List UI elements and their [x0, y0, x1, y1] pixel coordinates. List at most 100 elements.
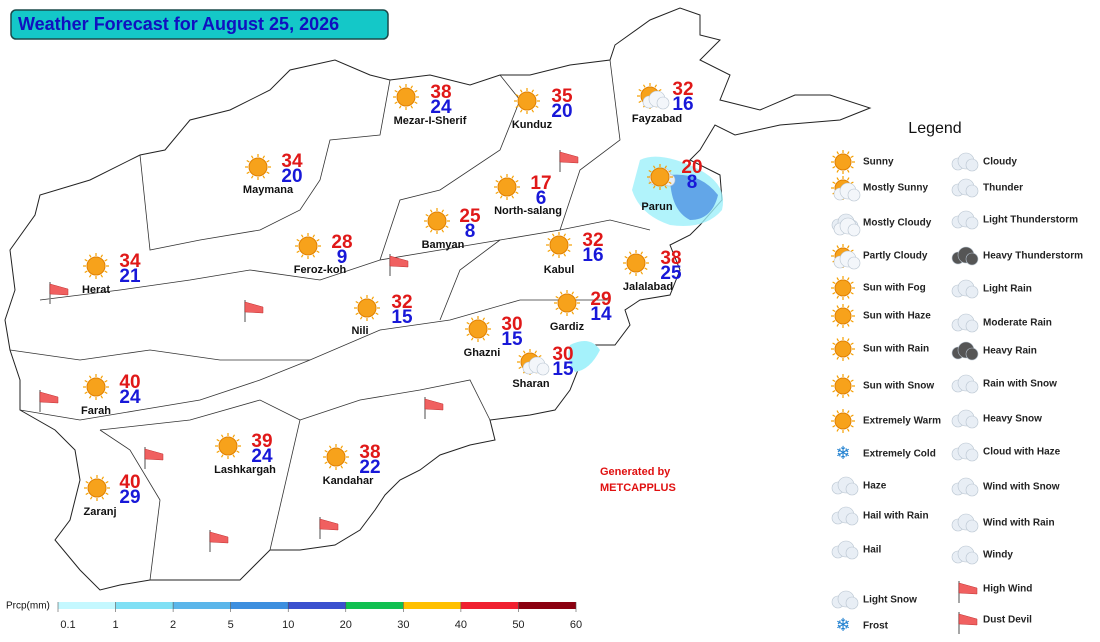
cloud-icon — [833, 182, 861, 202]
sun-ray — [832, 389, 836, 393]
sun-ray — [296, 250, 300, 254]
sun-disc — [218, 436, 238, 456]
sun-ray — [84, 258, 88, 262]
cloud-icon — [831, 590, 859, 610]
legend-label: Frost — [863, 621, 889, 632]
precip-area — [670, 174, 718, 220]
sun-icon — [83, 374, 109, 400]
legend-label: Mostly Sunny — [863, 183, 928, 194]
sun-ray — [250, 175, 254, 179]
sun-disc — [326, 447, 346, 467]
sun-ray — [84, 270, 88, 274]
sun-ray — [495, 179, 499, 183]
colorbar-label: 1 — [112, 619, 118, 631]
cloud-part — [845, 596, 859, 610]
sun-ray — [359, 316, 363, 320]
colorbar-label: 10 — [282, 619, 294, 631]
sun-ray — [836, 305, 840, 309]
sun-ray — [441, 229, 445, 233]
colorbar-segment — [288, 602, 346, 609]
windsock-icon — [389, 254, 409, 276]
legend-label: Wind with Snow — [983, 482, 1060, 493]
max-temp: 40 — [119, 372, 140, 393]
sun-ray — [559, 311, 563, 315]
legend-label: High Wind — [983, 584, 1032, 595]
sun-ray — [559, 291, 563, 295]
cloud-icon — [951, 178, 979, 198]
sun-ray — [312, 254, 316, 258]
sun-ray — [628, 271, 632, 275]
legend-label: Heavy Snow — [983, 414, 1042, 425]
sun-ray — [394, 101, 398, 105]
sun-ray — [624, 267, 628, 271]
sun-ray — [551, 233, 555, 237]
sun-ray — [832, 249, 836, 253]
sun-ray — [836, 277, 840, 281]
cloud-icon — [951, 442, 979, 462]
max-temp: 38 — [359, 442, 380, 463]
sun-ray — [101, 496, 105, 500]
sun-ray — [414, 101, 418, 105]
colorbar-segment — [518, 602, 576, 609]
sun-ray — [628, 251, 632, 255]
snowflake-icon: ❄ — [835, 443, 850, 463]
sun-ray — [832, 414, 836, 418]
cloud-icon — [951, 152, 979, 172]
city-name: Fayzabad — [632, 113, 682, 125]
min-temp: 9 — [337, 247, 348, 268]
cloud-part — [847, 256, 861, 270]
colorbar-segment — [173, 602, 231, 609]
sun-ray — [850, 389, 854, 393]
city-name: Zaranj — [83, 506, 116, 518]
sun-ray — [425, 225, 429, 229]
windsock-icon — [424, 397, 444, 419]
city-name: Bamyan — [422, 239, 465, 251]
cloud-part — [965, 319, 979, 333]
sun-ray — [250, 155, 254, 159]
cloud-icon — [831, 506, 859, 526]
colorbar-label: 0.1 — [60, 619, 75, 631]
sun-ray — [88, 254, 92, 258]
max-temp: 20 — [681, 157, 702, 178]
sun-icon — [295, 233, 321, 259]
sun-ray — [445, 225, 449, 229]
sun-ray — [518, 354, 522, 358]
sun-ray — [836, 151, 840, 155]
sun-ray — [664, 185, 668, 189]
sun-disc — [834, 279, 852, 297]
sun-ray — [105, 480, 109, 484]
max-temp: 38 — [430, 82, 451, 103]
sun-disc — [497, 177, 517, 197]
sun-ray — [668, 169, 672, 173]
sun-icon — [514, 88, 540, 114]
sun-ray — [262, 155, 266, 159]
credit: METCAPPLUS — [600, 482, 676, 494]
windsock-icon — [958, 581, 978, 603]
credit: Generated by — [600, 466, 671, 478]
legend-title: Legend — [908, 120, 961, 137]
cloud-icon — [951, 374, 979, 394]
sun-ray — [344, 449, 348, 453]
cloud-part — [847, 223, 861, 237]
min-temp: 6 — [536, 188, 547, 209]
sun-disc — [626, 253, 646, 273]
sun-ray — [836, 356, 840, 360]
sun-disc — [834, 307, 852, 325]
sun-icon — [831, 304, 855, 328]
sun-disc — [834, 412, 852, 430]
sun-ray — [482, 317, 486, 321]
sun-ray — [640, 251, 644, 255]
cloud-part — [965, 551, 979, 565]
cloud-part — [965, 285, 979, 299]
sun-ray — [535, 105, 539, 109]
sun-ray — [316, 238, 320, 242]
sun-ray — [486, 321, 490, 325]
sun-ray — [850, 342, 854, 346]
sun-ray — [324, 449, 328, 453]
sun-disc — [549, 235, 569, 255]
legend-label: Heavy Rain — [983, 346, 1037, 357]
sun-ray — [850, 281, 854, 285]
legend-label: Dust Devil — [983, 615, 1032, 626]
sun-ray — [482, 337, 486, 341]
max-temp: 32 — [582, 230, 603, 251]
